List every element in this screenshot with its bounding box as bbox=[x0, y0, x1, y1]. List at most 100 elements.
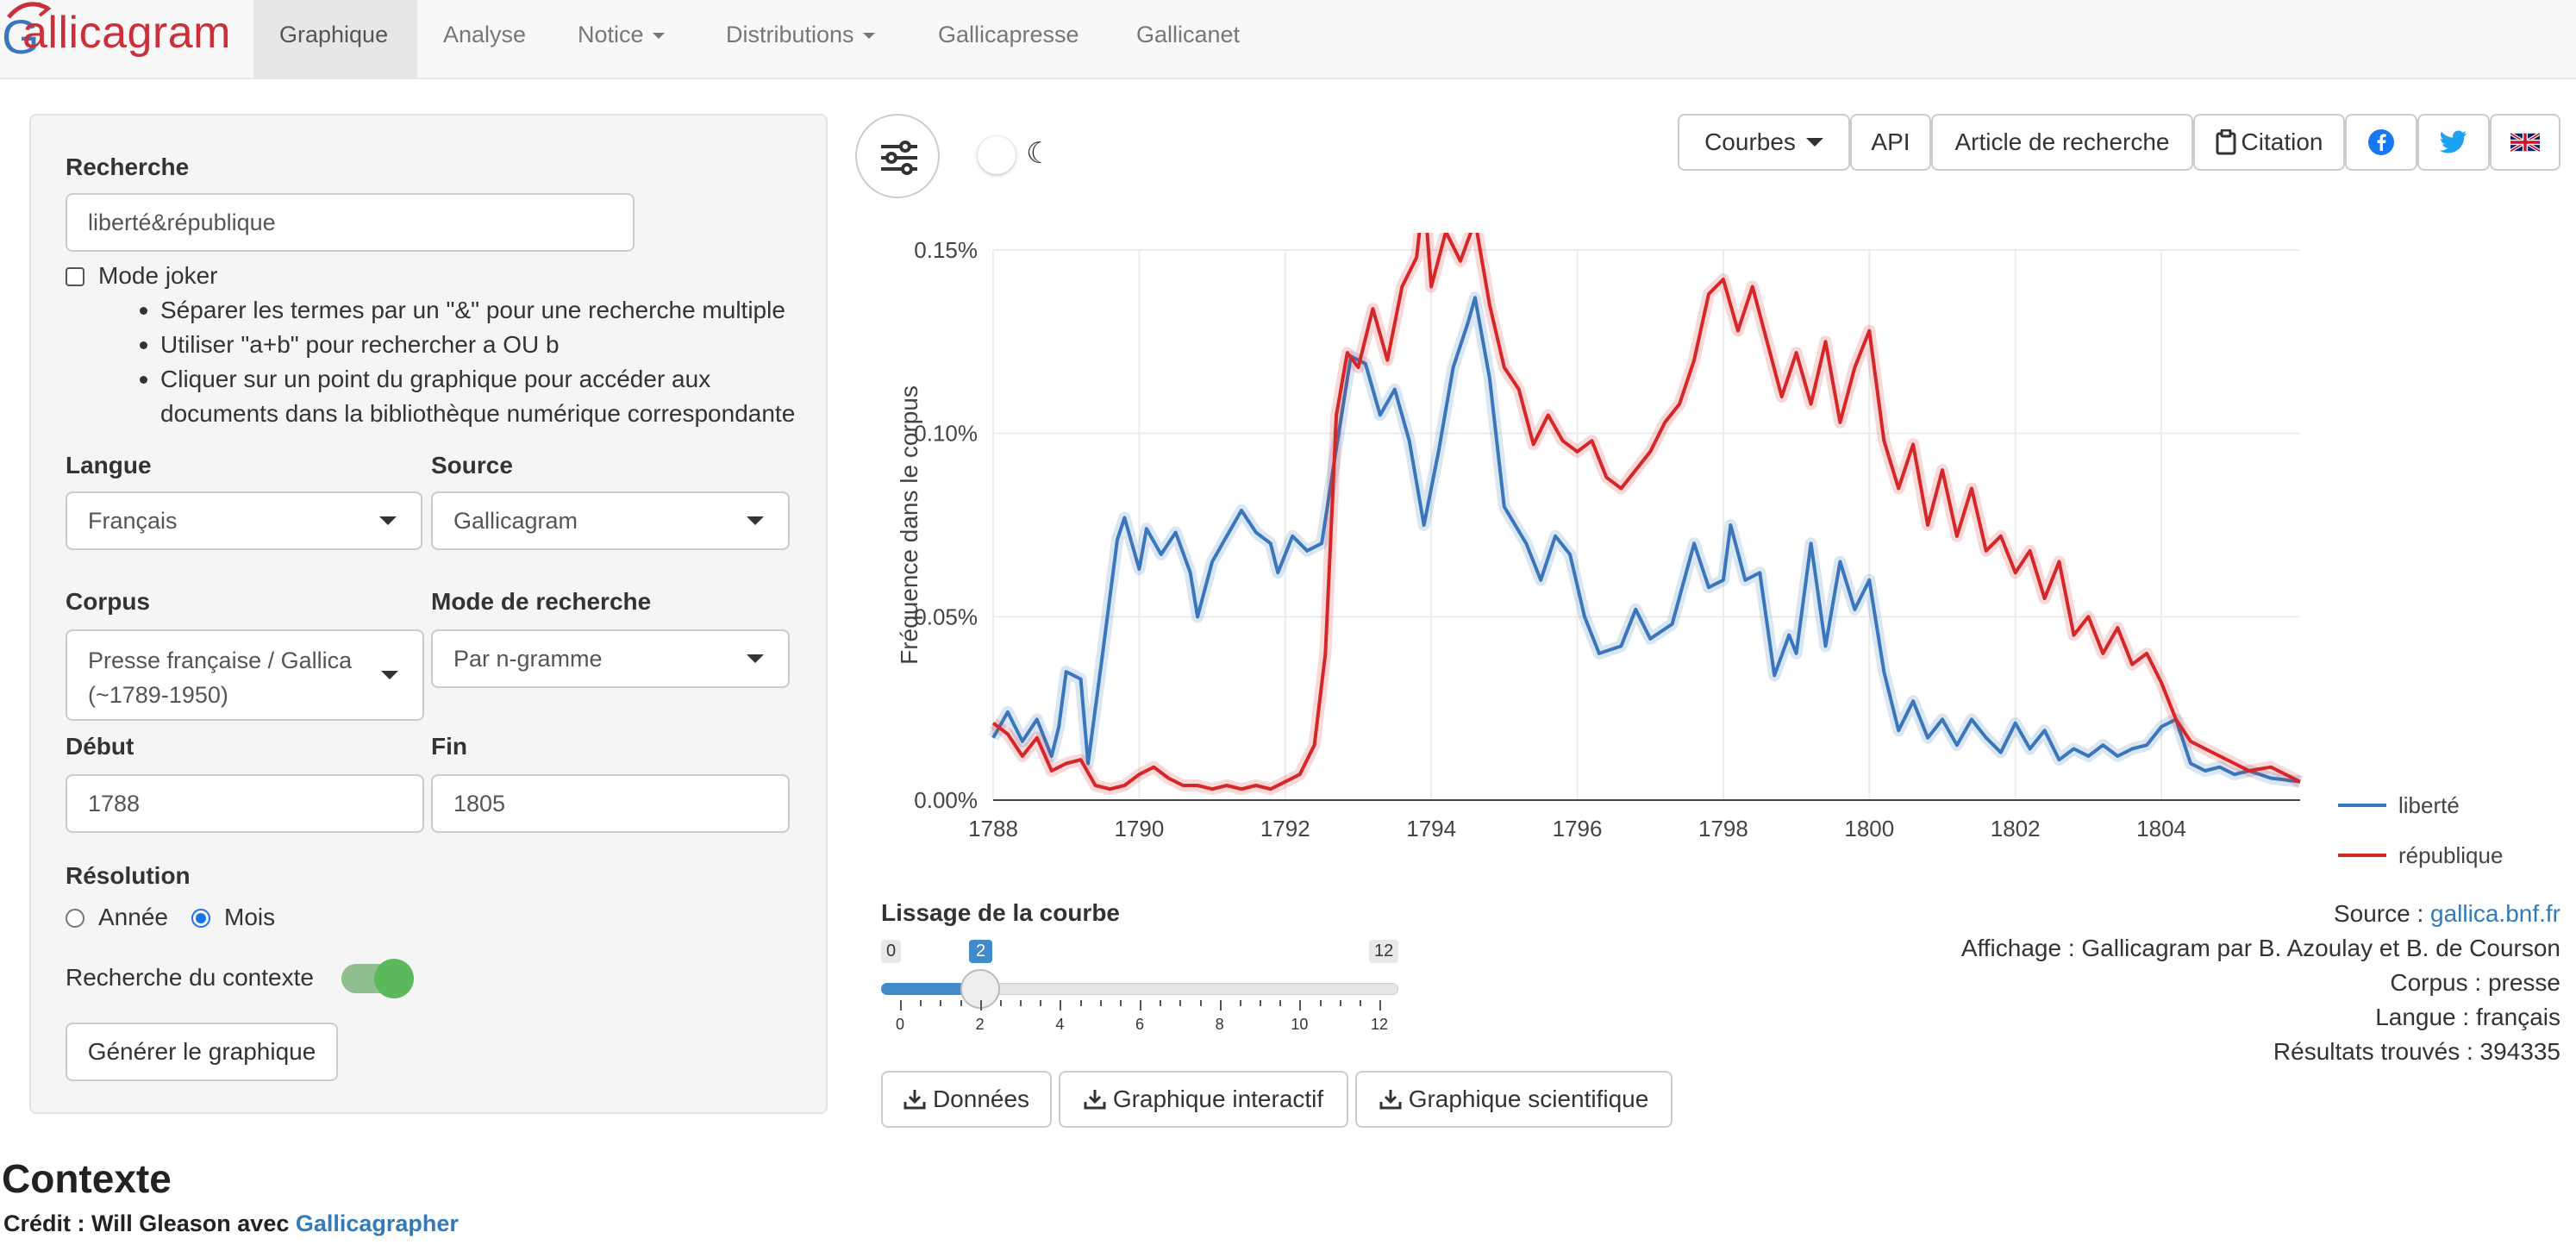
radio-annee[interactable] bbox=[66, 909, 84, 928]
mode-recherche-select[interactable]: Par n-gramme bbox=[431, 629, 790, 688]
series-line-liberté bbox=[991, 296, 2301, 784]
radio-mois[interactable] bbox=[191, 909, 210, 928]
nav-notice[interactable]: Notice bbox=[552, 0, 700, 78]
help-item-continued: documents dans la bibliothèque numérique… bbox=[160, 400, 796, 427]
slider-tick bbox=[1319, 1000, 1322, 1006]
navbar: G allicagram Graphique Analyse Notice Di… bbox=[0, 0, 2576, 79]
langue-label: Langue bbox=[66, 452, 152, 479]
slider-tick bbox=[940, 1000, 942, 1006]
slider-tick-label: 2 bbox=[975, 1016, 985, 1033]
source-select[interactable]: Gallicagram bbox=[431, 491, 790, 550]
slider-fill bbox=[881, 983, 980, 995]
language-button[interactable] bbox=[2490, 114, 2560, 171]
chevron-down-icon bbox=[862, 33, 875, 40]
article-button[interactable]: Article de recherche bbox=[1931, 114, 2193, 171]
brand-name: allicagram bbox=[22, 8, 231, 58]
courbes-button[interactable]: Courbes bbox=[1678, 114, 1850, 171]
credit-line: Crédit : Will Gleason avec Gallicagraphe… bbox=[3, 1211, 459, 1236]
y-tick-label: 0.05% bbox=[914, 604, 978, 629]
slider-tick bbox=[1099, 1000, 1102, 1006]
slider-tick bbox=[999, 1000, 1002, 1006]
x-tick-label: 1788 bbox=[968, 816, 1018, 841]
chevron-down-icon bbox=[379, 516, 397, 525]
slider-tick bbox=[1299, 1000, 1302, 1010]
settings-sliders-button[interactable] bbox=[855, 114, 940, 198]
chevron-down-icon bbox=[381, 671, 398, 679]
corpus-info: Corpus : presse bbox=[2390, 969, 2560, 996]
corpus-select[interactable]: Presse française / Gallica (~1789-1950) bbox=[66, 629, 424, 721]
help-item: Utiliser "a+b" pour rechercher a OU b bbox=[140, 328, 795, 362]
citation-button[interactable]: Citation bbox=[2193, 114, 2345, 171]
slider-tick-label: 0 bbox=[896, 1016, 905, 1033]
slider-tick bbox=[1199, 1000, 1202, 1006]
nav-analyse[interactable]: Analyse bbox=[443, 22, 527, 47]
logo-swoosh-icon: G bbox=[2, 2, 52, 60]
nav-gallicapresse[interactable]: Gallicapresse bbox=[938, 22, 1079, 47]
slider-value-label: 2 bbox=[969, 940, 993, 963]
slider-tick bbox=[1379, 1000, 1381, 1010]
api-button[interactable]: API bbox=[1850, 114, 1931, 171]
brand-logo[interactable]: G allicagram bbox=[0, 0, 250, 78]
slider-tick bbox=[1140, 1000, 1141, 1010]
slider-tick bbox=[1119, 1000, 1122, 1006]
chevron-down-icon bbox=[652, 33, 665, 40]
facebook-button[interactable] bbox=[2345, 114, 2417, 171]
contexte-title: Contexte bbox=[2, 1156, 172, 1201]
twitter-button[interactable] bbox=[2417, 114, 2490, 171]
search-label: Recherche bbox=[66, 153, 190, 180]
debut-label: Début bbox=[66, 733, 134, 760]
langue-select[interactable]: Français bbox=[66, 491, 422, 550]
y-axis-label: Fréquence dans le corpus bbox=[896, 385, 922, 665]
debut-input[interactable]: 1788 bbox=[66, 774, 424, 833]
download-icon bbox=[1379, 1090, 1402, 1110]
x-tick-label: 1804 bbox=[2136, 816, 2186, 841]
chevron-down-icon bbox=[747, 516, 764, 525]
download-scientifique-button[interactable]: Graphique scientifique bbox=[1355, 1071, 1673, 1128]
generate-button[interactable]: Générer le graphique bbox=[66, 1023, 338, 1081]
slider-tick bbox=[1040, 1000, 1042, 1006]
slider-tick bbox=[1279, 1000, 1282, 1006]
nav-graphique[interactable]: Graphique bbox=[253, 0, 417, 78]
help-list: Séparer les termes par un "&" pour une r… bbox=[140, 293, 796, 431]
fin-label: Fin bbox=[431, 733, 467, 760]
x-tick-label: 1802 bbox=[1991, 816, 2041, 841]
resolution-label: Résolution bbox=[66, 862, 191, 889]
frequency-chart[interactable]: 1788 1790 1792 1794 1796 1798 1800 1802 1804 0.00… bbox=[879, 233, 2569, 871]
chevron-down-icon bbox=[747, 654, 764, 663]
joker-checkbox[interactable] bbox=[66, 267, 84, 286]
contexte-toggle[interactable] bbox=[341, 959, 414, 998]
gallicagrapher-link[interactable]: Gallicagrapher bbox=[295, 1211, 459, 1236]
source-link[interactable]: gallica.bnf.fr bbox=[2430, 900, 2560, 927]
clipboard-icon bbox=[2216, 129, 2236, 155]
slider-tick bbox=[1179, 1000, 1182, 1006]
fin-input[interactable]: 1805 bbox=[431, 774, 790, 833]
slider-tick bbox=[1020, 1000, 1022, 1006]
slider-tick bbox=[979, 1000, 982, 1010]
x-tick-label: 1796 bbox=[1553, 816, 1603, 841]
slider-tick bbox=[900, 1000, 902, 1010]
search-input[interactable]: liberté&république bbox=[66, 193, 635, 252]
slider-max-label: 12 bbox=[1369, 940, 1399, 963]
langue-info: Langue : français bbox=[2375, 1004, 2560, 1030]
svg-text:G: G bbox=[2, 9, 40, 60]
chevron-down-icon bbox=[1805, 138, 1823, 147]
x-tick-label: 1792 bbox=[1260, 816, 1310, 841]
search-panel: Recherche liberté&république Mode joker … bbox=[29, 114, 828, 1114]
slider-tick-label: 4 bbox=[1055, 1016, 1065, 1033]
download-donnees-button[interactable]: Données bbox=[881, 1071, 1052, 1128]
corpus-label: Corpus bbox=[66, 588, 150, 615]
dark-mode-toggle[interactable] bbox=[978, 136, 1016, 174]
radio-mois-label: Mois bbox=[224, 904, 276, 930]
help-item: Séparer les termes par un "&" pour une r… bbox=[140, 293, 795, 328]
slider-tick bbox=[1260, 1000, 1261, 1006]
nav-gallicanet[interactable]: Gallicanet bbox=[1136, 22, 1241, 47]
y-tick-label: 0.15% bbox=[914, 237, 978, 263]
download-interactif-button[interactable]: Graphique interactif bbox=[1059, 1071, 1348, 1128]
moon-icon: ☾ bbox=[1026, 137, 1053, 170]
slider-tick bbox=[920, 1000, 922, 1006]
slider-tick bbox=[1359, 1000, 1361, 1006]
slider-min-label: 0 bbox=[881, 940, 902, 963]
facebook-icon bbox=[2368, 129, 2394, 155]
lissage-label: Lissage de la courbe bbox=[881, 899, 1120, 926]
nav-distributions[interactable]: Distributions bbox=[700, 0, 912, 78]
